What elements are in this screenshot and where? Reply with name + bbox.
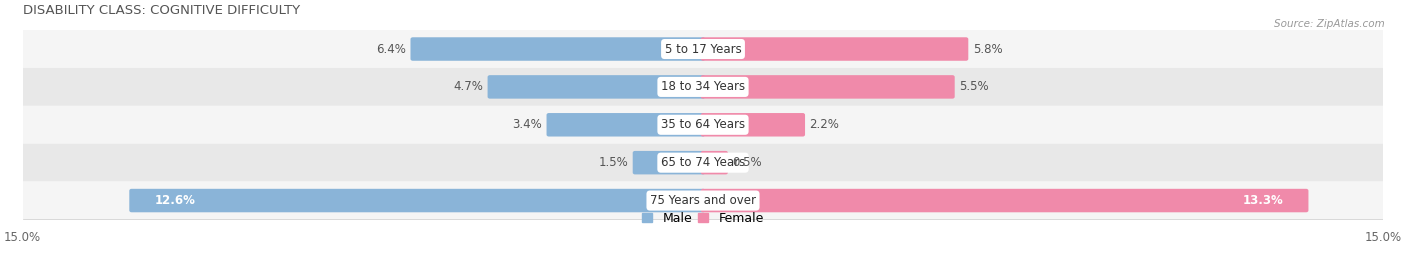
Text: 5.5%: 5.5%	[959, 80, 988, 93]
Text: Source: ZipAtlas.com: Source: ZipAtlas.com	[1274, 19, 1385, 29]
FancyBboxPatch shape	[129, 189, 706, 212]
Text: 6.4%: 6.4%	[375, 42, 406, 56]
FancyBboxPatch shape	[22, 106, 1384, 144]
FancyBboxPatch shape	[547, 113, 706, 137]
FancyBboxPatch shape	[700, 75, 955, 99]
FancyBboxPatch shape	[700, 113, 806, 137]
FancyBboxPatch shape	[700, 37, 969, 61]
FancyBboxPatch shape	[700, 189, 1309, 212]
Text: 35 to 64 Years: 35 to 64 Years	[661, 118, 745, 131]
Text: 75 Years and over: 75 Years and over	[650, 194, 756, 207]
Text: DISABILITY CLASS: COGNITIVE DIFFICULTY: DISABILITY CLASS: COGNITIVE DIFFICULTY	[22, 4, 299, 17]
Text: 1.5%: 1.5%	[599, 156, 628, 169]
FancyBboxPatch shape	[633, 151, 706, 174]
FancyBboxPatch shape	[22, 182, 1384, 220]
Text: 5 to 17 Years: 5 to 17 Years	[665, 42, 741, 56]
Text: 13.3%: 13.3%	[1243, 194, 1284, 207]
Text: 4.7%: 4.7%	[453, 80, 484, 93]
Legend: Male, Female: Male, Female	[643, 212, 763, 225]
FancyBboxPatch shape	[411, 37, 706, 61]
FancyBboxPatch shape	[22, 68, 1384, 106]
FancyBboxPatch shape	[700, 151, 728, 174]
Text: 0.5%: 0.5%	[733, 156, 762, 169]
Text: 65 to 74 Years: 65 to 74 Years	[661, 156, 745, 169]
Text: 2.2%: 2.2%	[810, 118, 839, 131]
Text: 3.4%: 3.4%	[512, 118, 541, 131]
FancyBboxPatch shape	[22, 30, 1384, 68]
FancyBboxPatch shape	[488, 75, 706, 99]
Text: 12.6%: 12.6%	[155, 194, 195, 207]
Text: 5.8%: 5.8%	[973, 42, 1002, 56]
FancyBboxPatch shape	[22, 144, 1384, 182]
Text: 18 to 34 Years: 18 to 34 Years	[661, 80, 745, 93]
